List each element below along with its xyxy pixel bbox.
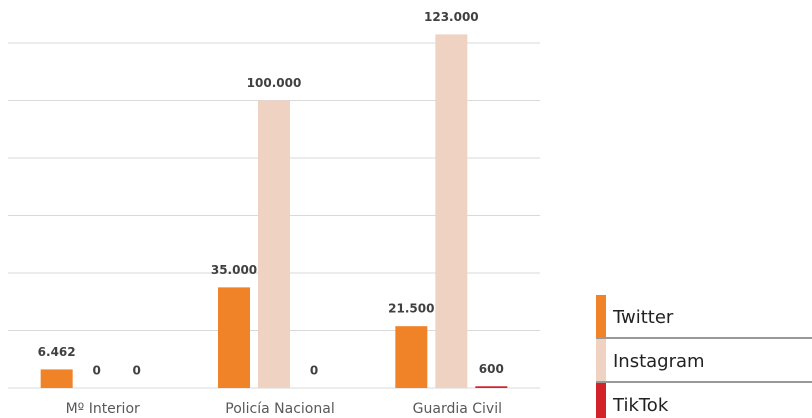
legend-label: TikTok (612, 395, 669, 416)
legend-swatch (596, 339, 606, 381)
bar (475, 386, 508, 388)
bar (395, 326, 428, 388)
bar (435, 34, 468, 388)
data-label: 21.500 (388, 302, 434, 316)
data-label: 0 (310, 364, 318, 378)
data-label: 123.000 (424, 10, 479, 24)
bar (218, 287, 250, 388)
bar (40, 369, 73, 388)
legend-label: Twitter (612, 307, 674, 328)
data-label: 100.000 (247, 76, 302, 90)
legend-label: Instagram (613, 351, 705, 372)
data-label: 0 (92, 364, 100, 378)
x-tick-label: Mº Interior (66, 401, 140, 417)
legend-swatch (596, 295, 606, 337)
data-label: 35.000 (211, 263, 257, 277)
bar (258, 100, 290, 388)
data-label: 0 (132, 364, 140, 378)
legend-swatch (596, 383, 606, 418)
x-tick-label: Guardia Civil (413, 401, 502, 417)
data-label: 6.462 (38, 345, 76, 359)
data-label: 600 (479, 362, 504, 376)
x-tick-label: Policía Nacional (225, 401, 334, 417)
